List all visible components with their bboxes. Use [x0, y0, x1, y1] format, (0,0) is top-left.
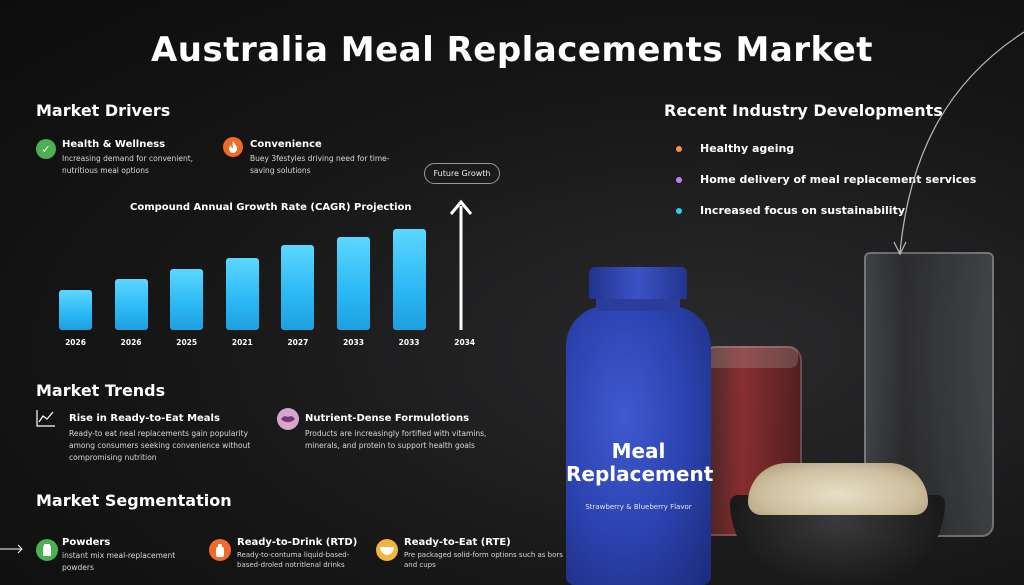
- x-tick-label: 2026: [65, 338, 86, 347]
- drivers-heading: Market Drivers: [36, 101, 171, 120]
- flame-icon: [223, 137, 243, 157]
- bottle-neck: [596, 297, 680, 311]
- bottle-label: Meal Replacement: [566, 439, 714, 486]
- trend-line-icon: [36, 409, 56, 431]
- chart-title: Compound Annual Growth Rate (CAGR) Proje…: [130, 202, 412, 213]
- x-tick-label: 2021: [231, 338, 253, 347]
- driver-title-convenience: Convenience: [250, 139, 322, 150]
- segment-title-rte: Ready-to-Eat (RTE): [404, 537, 511, 548]
- chart-bar: [281, 245, 315, 330]
- segment-desc-rte: Pre packaged solid-form options such as …: [404, 551, 563, 569]
- segmentation-heading: Market Segmentation: [36, 491, 232, 510]
- driver-desc-convenience: Buey 3festyles driving need for time-sav…: [250, 154, 390, 175]
- checkmark-icon: ✓: [36, 139, 56, 159]
- developments-heading: Recent Industry Developments: [664, 101, 943, 120]
- development-item: Increased focus on sustainability: [700, 204, 905, 217]
- bottle-body: [566, 306, 711, 585]
- x-tick-label: 2033: [398, 338, 420, 347]
- lips-icon: [277, 408, 299, 430]
- development-item: Healthy ageing: [700, 142, 795, 155]
- chart-bar: [114, 279, 148, 330]
- chart-bar: [225, 258, 259, 330]
- driver-desc-health: Increasing demand for convenient, nutrit…: [62, 154, 194, 175]
- driver-title-health: Health & Wellness: [62, 139, 166, 150]
- segment-desc-powders: instant mix meal-replacement powders: [62, 551, 176, 572]
- x-tick-label: 2027: [287, 338, 309, 347]
- segment-desc-rtd: Ready-to-contuma liquid-based-based-drol…: [237, 551, 350, 569]
- bullet-dot: [676, 146, 682, 152]
- trend-desc-nutrient: Products are increasingly fortified with…: [305, 429, 487, 450]
- future-growth-pill: Future Growth: [424, 163, 500, 184]
- trends-heading: Market Trends: [36, 381, 166, 400]
- x-tick-label: 2033: [343, 338, 364, 347]
- trend-desc-rte: Ready-to eat neal replacements gain popu…: [69, 429, 251, 462]
- segment-title-rtd: Ready-to-Drink (RTD): [237, 537, 358, 548]
- chart-bar: [170, 269, 204, 330]
- jar-lid: [706, 346, 798, 368]
- x-tick-label: 2025: [176, 338, 198, 347]
- jar-icon: [36, 539, 58, 561]
- trend-title-rte: Rise in Ready-to-Eat Meals: [69, 413, 220, 424]
- chart-bar: [337, 237, 370, 330]
- segment-title-powders: Powders: [62, 537, 111, 548]
- bowl-icon: [376, 539, 398, 561]
- oats: [748, 463, 928, 515]
- x-tick-label: 2026: [120, 338, 142, 347]
- curved-arrow: [893, 31, 1024, 256]
- chart-bar: [392, 229, 426, 330]
- future-growth-arrow: [449, 199, 473, 330]
- development-item: Home delivery of meal replacement servic…: [700, 173, 977, 186]
- trend-title-nutrient: Nutrient-Dense Formulotions: [305, 413, 470, 424]
- page-title: Australia Meal Replacements Market: [150, 30, 874, 70]
- x-tick-label: 2034: [454, 338, 476, 347]
- bottle-icon: [209, 539, 231, 561]
- chart-bar: [59, 290, 92, 330]
- bottle-cap: [589, 267, 687, 299]
- bottle-flavor: Strawberry & Blueberry Flavor: [585, 503, 692, 511]
- bullet-dot: [676, 177, 682, 183]
- bullet-dot: [676, 208, 682, 214]
- arrow-right-icon: [0, 544, 23, 554]
